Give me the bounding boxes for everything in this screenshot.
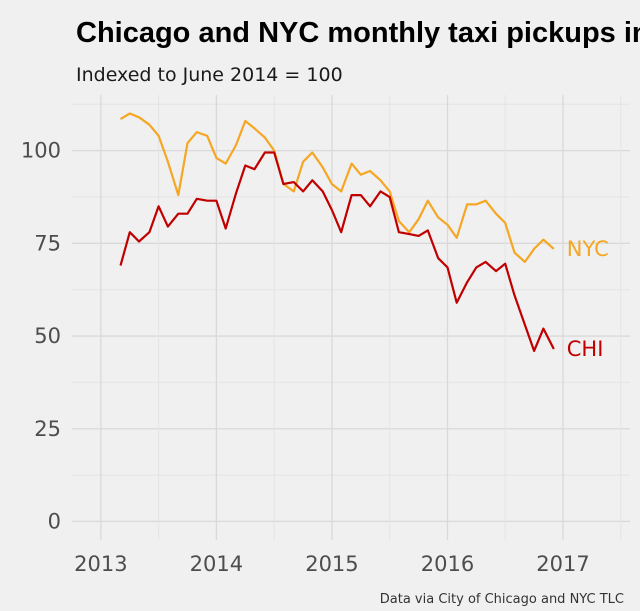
chart-subtitle: Indexed to June 2014 = 100 — [76, 64, 343, 86]
y-tick-label: 100 — [21, 139, 61, 163]
y-tick-label: 0 — [48, 509, 61, 533]
source-caption: Data via City of Chicago and NYC TLC — [380, 592, 624, 607]
label-layer: NYC CHI — [567, 237, 609, 361]
series-line-chi — [119, 151, 555, 352]
x-tick-label: 2014 — [190, 552, 243, 576]
grid-layer — [72, 95, 630, 540]
x-tick-label: 2016 — [421, 552, 474, 576]
x-tick-label: 2017 — [536, 552, 589, 576]
series-label-chi: CHI — [567, 337, 604, 361]
tick-layer: 0 25 50 75 100 2013 2014 2015 2016 2017 — [21, 139, 590, 576]
y-tick-label: 50 — [34, 324, 61, 348]
x-tick-label: 2013 — [74, 552, 127, 576]
series-label-nyc: NYC — [567, 237, 609, 261]
chart-title: Chicago and NYC monthly taxi pickups ind… — [76, 17, 640, 49]
series-line-nyc — [119, 112, 555, 263]
y-tick-label: 75 — [34, 231, 61, 255]
y-tick-label: 25 — [34, 417, 61, 441]
series-layer — [119, 112, 555, 352]
x-tick-label: 2015 — [305, 552, 358, 576]
